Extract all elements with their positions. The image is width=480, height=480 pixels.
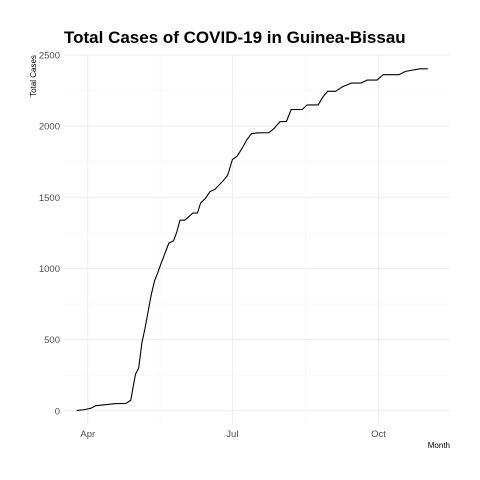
y-tick-label: 1000 bbox=[39, 264, 60, 275]
x-axis-title: Month bbox=[428, 441, 450, 450]
y-tick-label: 2000 bbox=[39, 122, 60, 133]
y-tick-label: 500 bbox=[44, 335, 60, 346]
x-tick-label: Apr bbox=[80, 429, 95, 440]
y-tick-label: 2500 bbox=[39, 51, 60, 62]
y-axis-title: Total Cases bbox=[29, 55, 38, 97]
y-tick-label: 0 bbox=[55, 406, 60, 417]
grid bbox=[64, 54, 450, 425]
x-tick-label: Oct bbox=[371, 429, 386, 440]
x-axis-ticks: Apr Jul Oct bbox=[80, 429, 386, 440]
series bbox=[76, 68, 428, 412]
chart-title: Total Cases of COVID-19 in Guinea-Bissau bbox=[64, 28, 406, 47]
total-cases-line bbox=[76, 68, 428, 412]
y-axis-ticks: 0 500 1000 1500 2000 2500 bbox=[39, 51, 60, 418]
x-tick-label: Jul bbox=[226, 429, 238, 440]
y-tick-label: 1500 bbox=[39, 193, 60, 204]
